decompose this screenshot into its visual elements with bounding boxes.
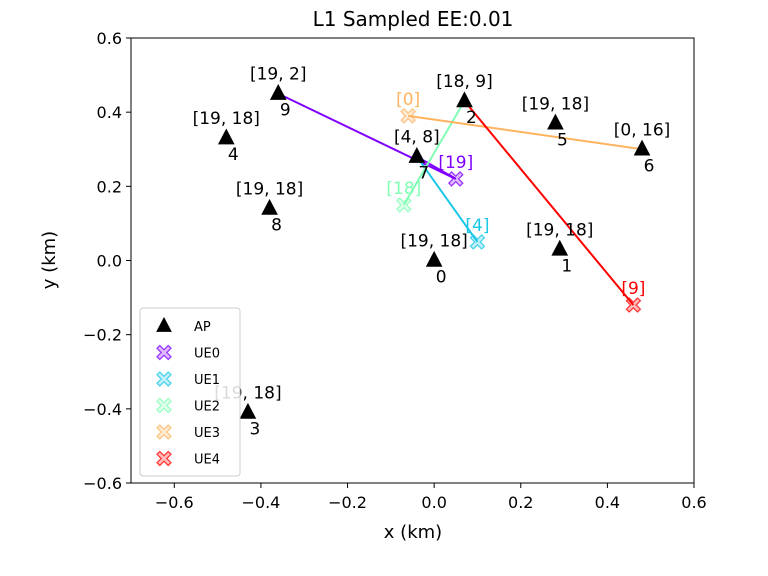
ap-marker-5 [547,113,564,130]
ap-marker-6 [633,139,651,156]
y-axis-title: y (km) [39,231,60,289]
ap-id-3: 3 [250,420,261,440]
legend-label-ue0: UE0 [194,347,220,362]
x-tick-label: 0.6 [681,493,706,512]
ap-id-7: 7 [418,164,429,184]
ue-label-ue1: [4] [465,216,489,236]
ue-label-ue2: [18] [386,179,421,199]
y-tick-label: −0.6 [83,474,122,493]
legend: AP UE0 UE1 UE2 UE3 UE4 [139,307,241,477]
ap-marker-9 [269,84,287,100]
ap-label-9: [19, 2] [250,65,307,85]
ue-marker-ue4 [625,297,642,313]
marks-layer [217,84,651,419]
ap-label-8: [19, 18] [236,180,303,200]
ap-label-0: [19, 18] [400,232,467,252]
x-tick-label: 0.4 [595,493,620,512]
ap-marker-2 [456,91,473,108]
legend-label-ue2: UE2 [194,400,220,415]
ue-label-ue3: [0] [396,90,420,110]
ap-label-1: [19, 18] [526,220,593,240]
legend-marker-ue3 [156,424,172,440]
labels-layer: [19, 18] 0 [19, 18] 1 [18, 9] 2 [19, 18] 3 [19, … [193,65,671,440]
ap-id-5: 5 [557,130,568,150]
x-axis-title: x (km) [384,522,442,543]
ue-label-ue4: [9] [621,279,645,299]
ue-marker-ue3 [400,107,417,124]
ap-marker-3 [239,402,257,419]
ap-id-6: 6 [644,156,655,176]
x-tick-label: 0.0 [421,493,446,512]
legend-label-ue4: UE4 [194,453,220,468]
link-ue4-ap-2 [463,100,635,306]
ap-label-4: [19, 18] [193,109,260,129]
ap-label-6: [0, 16] [614,120,671,140]
x-tick-label: −0.6 [155,493,194,512]
y-tick-label: 0.4 [97,103,122,122]
y-tick-label: 0.2 [97,177,122,196]
legend-box [139,307,241,477]
ap-id-9: 9 [280,101,291,121]
ap-marker-1 [551,239,569,256]
ap-id-4: 4 [228,145,239,165]
y-tick-label: 0.0 [97,252,122,271]
legend-label-ue3: UE3 [194,426,220,441]
ue-label-ue0: [19] [438,153,473,173]
x-tick-label: −0.4 [241,493,280,512]
legend-marker-ue0 [156,344,172,361]
legend-marker-ue4 [156,450,172,467]
ap-label-5: [19, 18] [522,94,589,114]
y-tick-label: −0.4 [83,400,122,419]
ue-marker-ue1 [469,234,486,250]
ap-id-1: 1 [561,256,572,276]
legend-marker-ap [156,316,172,332]
y-tick-label: −0.2 [83,326,122,345]
link-ue1-ap-7 [416,156,479,243]
legend-label-ap: AP [194,320,211,335]
ap-marker-0 [425,250,443,267]
ap-marker-7 [408,147,426,163]
legend-label-ue1: UE1 [194,373,220,388]
link-ue2-ap-2 [402,100,466,206]
legend-marker-ue2 [156,397,172,414]
ue-marker-ue0 [447,170,464,187]
ap-id-0: 0 [436,268,447,288]
ap-marker-8 [261,198,278,215]
y-tick-label: 0.6 [97,29,122,48]
chart-title: L1 Sampled EE:0.01 [313,7,514,31]
ap-id-2: 2 [466,108,477,128]
link-ue3-ap-6 [408,114,643,151]
ap-label-2: [18, 9] [436,72,493,92]
ue-marker-ue2 [395,196,412,213]
links-layer [277,92,643,306]
legend-marker-ue1 [156,371,172,387]
ap-marker-4 [217,128,235,145]
x-tick-label: 0.2 [508,493,533,512]
x-tick-label: −0.2 [328,493,367,512]
ticks-layer: −0.6 −0.4 −0.2 0.0 0.2 0.4 0.6 −0.6 −0.4 −0.2 0.0 0… [83,29,707,512]
ap-id-8: 8 [271,216,282,236]
ap-label-7: [4, 8] [394,128,440,148]
